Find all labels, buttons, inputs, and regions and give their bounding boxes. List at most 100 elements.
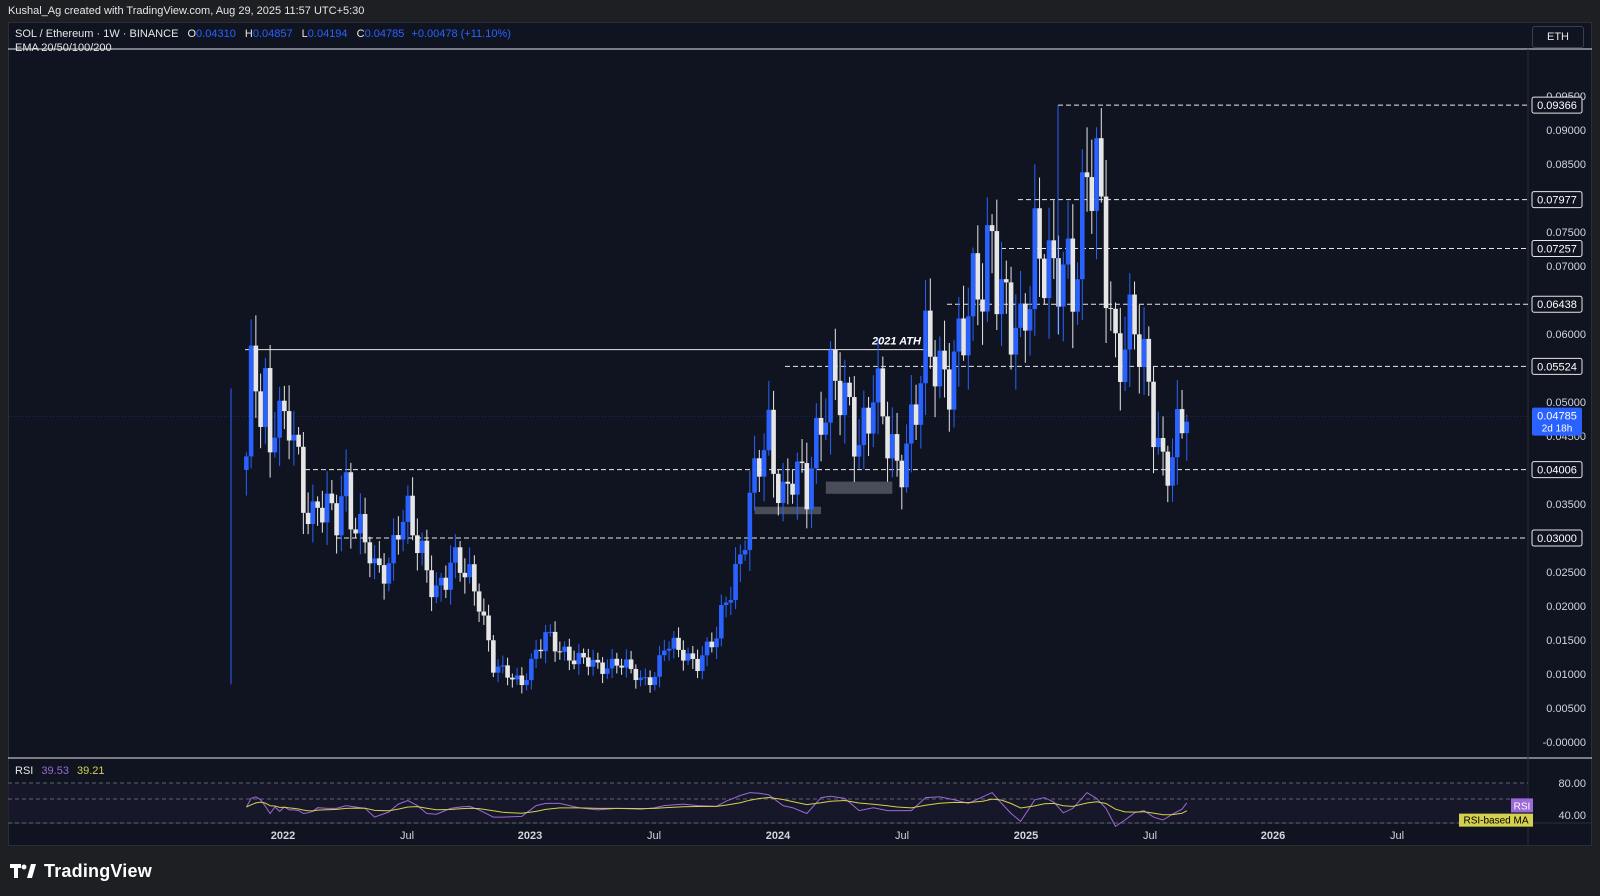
candle-body [1108,308,1114,310]
candle-body [700,655,705,671]
y-tick-label: -0.00000 [1543,737,1586,749]
candle-body [790,483,795,495]
candle-body [296,434,301,447]
candle-body [761,450,767,477]
level-price-text: 0.07977 [1537,195,1577,207]
y-tick-label: 0.02000 [1546,601,1586,613]
candle-body [747,492,753,550]
candle-body [1008,282,1014,355]
candle-body [928,310,933,357]
candle-body [533,649,539,659]
candle-body [666,648,672,651]
candle-body [248,345,254,457]
candle-body [1132,294,1137,335]
rsi-label: RSI [15,765,34,777]
level-price-text: 0.06438 [1537,299,1577,311]
candle-body [1141,338,1147,367]
candle-body [524,680,529,686]
candle-body [1165,451,1171,486]
candle-body [771,409,776,474]
candle-body [799,461,805,464]
y-tick-label: 0.08500 [1546,159,1586,171]
candle-body [776,473,781,504]
candle-body [581,652,586,658]
level-price-text: 0.07257 [1537,244,1577,256]
candle-body [937,350,943,387]
candle-body [847,382,852,398]
ath-label: 2021 ATH [871,336,922,348]
candle-body [415,535,420,554]
candle-body [443,577,449,590]
candle-body [909,404,914,444]
candle-body [571,660,577,665]
candle-body [600,662,605,674]
candle-body [1122,349,1128,382]
candle-body [671,637,677,649]
candle-body [476,591,482,612]
candle-body [267,368,273,453]
low-value: 0.04194 [307,28,348,40]
candle-body [657,655,662,677]
candle-body [472,564,477,592]
candle-body [614,658,620,666]
open-value: 0.04310 [196,28,236,40]
candle-body [681,649,686,661]
candle-body [453,547,458,563]
candle-body [400,521,406,540]
demand-zone [754,506,822,515]
currency-button[interactable]: ETH [1532,26,1584,48]
x-tick-label: 2022 [271,830,295,842]
rsi-legend[interactable]: RSI 39.53 39.21 [15,765,105,777]
candle-body [723,602,729,606]
candle-body [804,463,810,510]
candle-body [647,677,653,686]
candle-body [704,641,710,656]
candle-body [1079,172,1085,280]
candle-body [244,456,249,470]
level-price-text: 0.04006 [1537,465,1577,477]
candle-body [495,666,501,673]
candle-body [738,554,743,564]
candle-body [1094,138,1099,211]
candle-body [742,549,748,555]
candle-body [562,646,567,652]
candle-body [263,368,268,427]
candle-body [970,253,976,317]
candle-body [609,658,615,669]
candle-body [519,675,525,686]
candle-body [942,350,947,370]
candle-body [386,563,392,584]
tradingview-logo[interactable]: TradingView [10,860,152,882]
rsi-tag-text: RSI [1514,801,1531,812]
candle-body [324,493,330,523]
candle-body [567,646,572,661]
candle-body [1113,308,1118,334]
indicator-legend[interactable]: EMA 20/50/100/200 [15,42,112,54]
y-tick-label: 0.05000 [1546,397,1586,409]
rsi-ma-value: 39.21 [77,765,105,777]
candle-body [785,481,791,484]
candle-body [989,225,995,232]
candle-body [828,349,833,423]
candle-body [1117,333,1123,382]
high-label: H [244,28,253,40]
candle-body [638,677,643,681]
y-tick-label: 0.01500 [1546,635,1586,647]
candle-body [956,318,962,352]
y-tick-label: 0.00500 [1546,703,1586,715]
attribution-text: Kushal_Ag created with TradingView.com, … [8,5,365,17]
candle-body [875,368,881,403]
candle-body [605,668,610,674]
candle-body [809,468,814,510]
candle-body [685,653,691,661]
y-tick-label: 0.09000 [1546,125,1586,137]
candle-body [932,356,938,387]
candle-body [1051,240,1057,259]
candle-body [980,299,985,312]
y-tick-label: 0.01000 [1546,669,1586,681]
rsi-axis: 80.00 40.00 [1558,778,1586,822]
last-price-tag [1532,407,1582,436]
x-tick-label: Jul [400,830,414,842]
candle-body [491,640,496,673]
